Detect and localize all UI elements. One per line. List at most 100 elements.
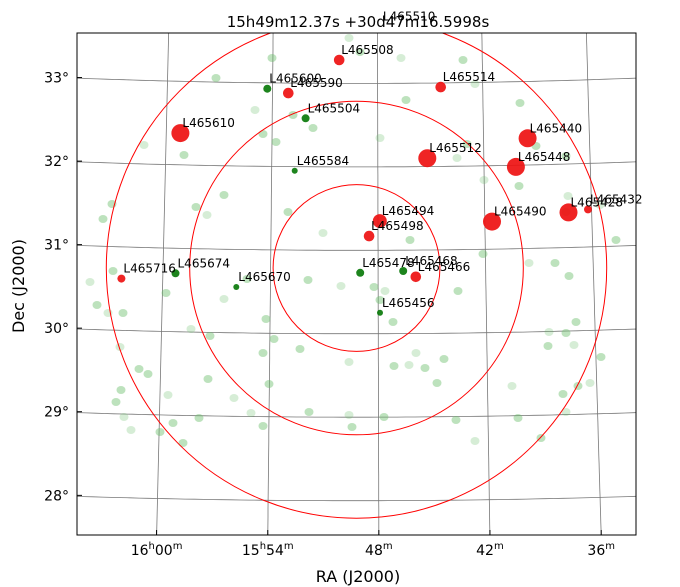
faint-source [344, 411, 354, 419]
faint-source [115, 343, 125, 351]
source-marker [559, 203, 578, 222]
faint-source [569, 341, 579, 349]
faint-source [161, 289, 171, 297]
faint-source [318, 229, 328, 237]
faint-source [269, 335, 279, 343]
source-marker [584, 205, 592, 214]
faint-source [388, 318, 398, 326]
y-axis-label: Dec (J2000) [9, 239, 28, 333]
source-marker [418, 149, 437, 168]
faint-source [203, 375, 213, 383]
faint-source [194, 414, 204, 422]
source-label: L465514 [443, 70, 496, 84]
faint-source [295, 345, 305, 353]
faint-source [264, 380, 274, 388]
source-marker [435, 81, 447, 93]
dec-grid-line [77, 77, 636, 84]
faint-source [375, 296, 385, 304]
source-label: L465478 [362, 256, 415, 270]
faint-source [563, 192, 573, 200]
source-label: L465432 [590, 192, 643, 206]
x-tick-label: 16h00m [131, 541, 183, 559]
dec-grid-line [77, 328, 636, 335]
faint-source [211, 74, 221, 82]
y-tick-label: 28° [44, 488, 69, 504]
source-label: L465494 [382, 204, 435, 218]
faint-source [116, 386, 126, 394]
source-marker [171, 124, 190, 143]
faint-source [462, 140, 472, 148]
source-marker [377, 309, 383, 316]
source-label: L465512 [429, 141, 482, 155]
source-label: L465674 [178, 256, 231, 270]
source-marker [518, 129, 537, 148]
faint-source [261, 315, 271, 323]
faint-source [258, 130, 268, 138]
ring-1deg [272, 184, 441, 352]
dec-grid-line [77, 412, 636, 418]
faint-source [98, 215, 108, 223]
ring-2deg [189, 100, 524, 436]
faint-source [355, 48, 365, 56]
faint-source [561, 408, 571, 416]
faint-source [514, 182, 524, 190]
faint-source [451, 416, 461, 424]
faint-source [219, 191, 229, 199]
source-label: L465428 [571, 195, 624, 209]
dec-grid-line [77, 161, 636, 168]
distance-rings [105, 33, 608, 519]
faint-source [389, 362, 399, 370]
faint-source [479, 176, 489, 184]
ra-grid-line [481, 33, 491, 535]
faint-source [405, 236, 415, 244]
ra-grid-line [156, 33, 170, 535]
faint-source [347, 423, 357, 431]
faint-source [571, 318, 581, 326]
faint-source [283, 208, 293, 216]
faint-source [411, 349, 421, 357]
faint-source [168, 419, 178, 427]
source-marker [333, 54, 345, 66]
source-marker [399, 267, 408, 275]
coordinate-grid [77, 33, 636, 535]
x-tick-label: 48m [365, 541, 393, 559]
faint-source [119, 413, 129, 421]
faint-source [379, 413, 389, 421]
faint-source [143, 370, 153, 378]
faint-source [92, 301, 102, 309]
faint-source [178, 439, 188, 447]
faint-source [258, 422, 268, 430]
dec-grid-line [77, 495, 636, 502]
faint-source [344, 358, 354, 366]
faint-source [267, 54, 277, 62]
faint-source [452, 154, 462, 162]
faint-source [126, 426, 136, 434]
faint-source [404, 361, 414, 369]
sources [117, 54, 592, 316]
y-tick-label: 30° [44, 321, 69, 337]
source-label: L465600 [269, 72, 322, 86]
faint-source [561, 152, 571, 160]
x-tick-label: 42m [476, 541, 504, 559]
axis-ticks: 33° 32° 31° 30° 29° 28° 16h00m 15h54m 48m 42m 36m [44, 71, 615, 559]
faint-source [229, 394, 239, 402]
faint-source [205, 332, 215, 340]
faint-source [271, 138, 281, 146]
source-label: L465468 [405, 254, 458, 268]
source-marker [363, 230, 375, 242]
source-marker [301, 114, 310, 123]
source-label: L465716 [123, 262, 175, 276]
source-label: L465456 [382, 296, 435, 310]
faint-source [396, 54, 406, 62]
faint-source [420, 364, 430, 372]
ra-grid-line [585, 33, 602, 535]
source-label: L465498 [371, 219, 424, 233]
y-tick-label: 33° [44, 71, 69, 87]
faint-source [524, 259, 534, 267]
source-label: L465490 [494, 205, 547, 219]
faint-source [458, 56, 468, 64]
faint-source [561, 329, 571, 337]
faint-source [139, 141, 149, 149]
